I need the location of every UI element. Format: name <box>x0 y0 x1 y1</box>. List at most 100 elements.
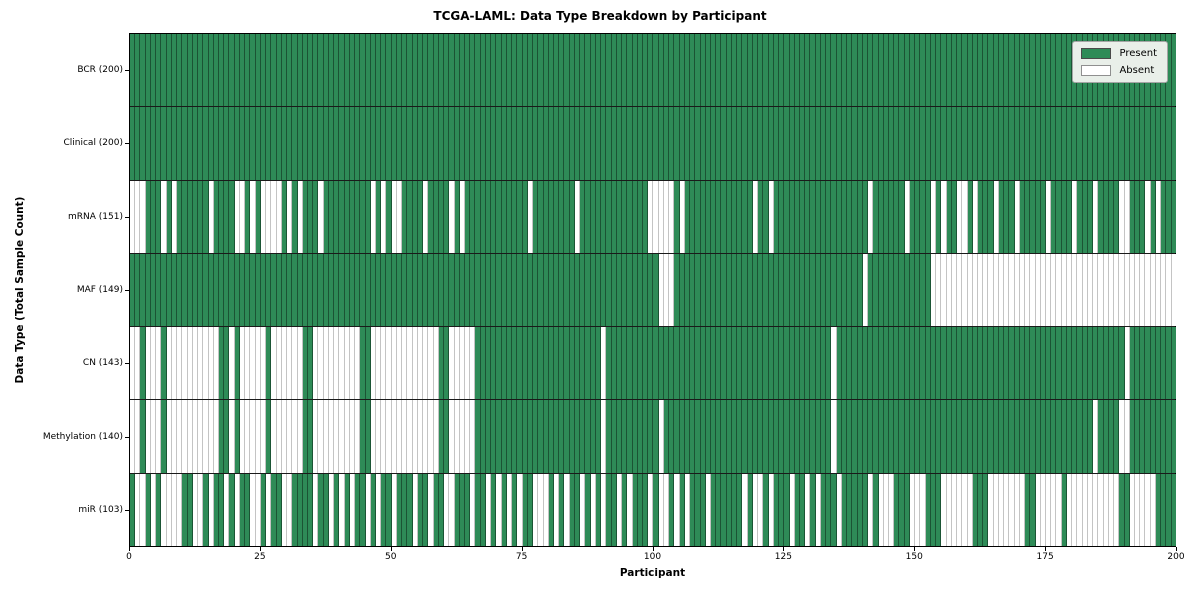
heatmap-cell <box>423 107 429 180</box>
heatmap-cell <box>454 107 460 180</box>
heatmap-cell <box>255 400 261 473</box>
heatmap-cell <box>192 253 199 327</box>
heatmap-cell <box>883 107 889 180</box>
heatmap-cell <box>1093 400 1099 473</box>
heatmap-cell <box>847 253 853 327</box>
heatmap-cell <box>983 473 989 546</box>
heatmap-cell <box>208 180 214 253</box>
heatmap-cell <box>360 253 366 327</box>
heatmap-cell <box>716 473 722 546</box>
heatmap-cell <box>287 253 293 327</box>
heatmap-cell <box>988 180 994 253</box>
heatmap-cell <box>229 107 235 180</box>
heatmap-cell <box>763 107 769 180</box>
heatmap-cell <box>1009 473 1015 546</box>
heatmap-cell <box>135 180 141 253</box>
heatmap-cell <box>355 180 361 253</box>
heatmap-cell <box>731 327 738 400</box>
heatmap-cell <box>559 473 565 546</box>
heatmap-cell <box>522 180 528 253</box>
heatmap-cell <box>1014 473 1020 546</box>
heatmap-cell <box>465 34 471 107</box>
heatmap-cell <box>1030 107 1036 180</box>
heatmap-cell <box>501 327 507 400</box>
heatmap-cell <box>622 473 628 546</box>
heatmap-cell <box>977 107 984 180</box>
heatmap-cell <box>789 253 795 327</box>
heatmap-cell <box>763 327 769 400</box>
heatmap-cell <box>1046 473 1052 546</box>
heatmap-cell <box>684 107 691 180</box>
heatmap-cell <box>171 400 178 473</box>
heatmap-cell <box>218 253 225 327</box>
heatmap-cell <box>276 180 282 253</box>
heatmap-cell <box>1093 253 1099 327</box>
heatmap-cell <box>946 473 952 546</box>
heatmap-cell <box>758 253 764 327</box>
heatmap-cell <box>951 107 958 180</box>
heatmap-cell <box>328 327 335 400</box>
heatmap-cell <box>365 180 371 253</box>
heatmap-cell <box>1061 400 1067 473</box>
heatmap-cell <box>150 253 157 327</box>
heatmap-cell <box>967 400 973 473</box>
heatmap-cell <box>622 253 628 327</box>
heatmap-cell <box>213 107 219 180</box>
heatmap-cell <box>737 400 743 473</box>
heatmap-cell <box>407 253 413 327</box>
heatmap-cell <box>711 34 717 107</box>
heatmap-cell <box>847 107 853 180</box>
heatmap-cell <box>239 180 246 253</box>
heatmap-cell <box>130 253 136 327</box>
heatmap-cell <box>1171 253 1176 327</box>
heatmap-cell <box>533 253 539 327</box>
heatmap-cell <box>936 400 942 473</box>
heatmap-cell <box>695 327 701 400</box>
heatmap-cell <box>376 400 382 473</box>
heatmap-cell <box>690 180 696 253</box>
heatmap-cell <box>1103 327 1109 400</box>
heatmap-cell <box>1014 400 1020 473</box>
heatmap-cell <box>522 327 528 400</box>
heatmap-cell <box>700 253 706 327</box>
heatmap-cell <box>365 34 371 107</box>
heatmap-cell <box>177 473 183 546</box>
heatmap-cell <box>1072 253 1078 327</box>
heatmap-cell <box>1161 400 1167 473</box>
heatmap-cell <box>318 253 324 327</box>
heatmap-cell <box>674 473 680 546</box>
heatmap-cell <box>548 107 554 180</box>
heatmap-cell <box>171 327 178 400</box>
heatmap-cell <box>234 473 240 546</box>
heatmap-cell <box>349 107 356 180</box>
heatmap-cell <box>527 327 534 400</box>
heatmap-cell <box>1098 473 1104 546</box>
heatmap-cell <box>669 327 675 400</box>
heatmap-cell <box>339 34 345 107</box>
heatmap-cell <box>868 327 874 400</box>
heatmap-cell <box>292 107 298 180</box>
heatmap-cell <box>627 473 633 546</box>
x-tick-label-25: 25 <box>254 552 266 562</box>
heatmap-cell <box>852 34 858 107</box>
heatmap-cell <box>292 400 298 473</box>
heatmap-cell <box>386 34 392 107</box>
heatmap-cell <box>355 473 361 546</box>
heatmap-cell <box>287 473 293 546</box>
heatmap-cell <box>339 180 345 253</box>
heatmap-cell <box>1077 180 1083 253</box>
heatmap-cell <box>684 473 691 546</box>
heatmap-row-miR <box>130 473 1176 546</box>
heatmap-cell <box>831 473 837 546</box>
heatmap-cell <box>564 253 570 327</box>
heatmap-cell <box>444 327 450 400</box>
heatmap-cell <box>1019 253 1026 327</box>
heatmap-cell <box>726 34 732 107</box>
heatmap-cell <box>758 34 764 107</box>
heatmap-cell <box>1135 327 1141 400</box>
heatmap-cell <box>731 253 738 327</box>
heatmap-cell <box>1166 400 1172 473</box>
heatmap-cell <box>888 473 895 546</box>
heatmap-cell <box>1129 473 1135 546</box>
heatmap-cell <box>396 107 403 180</box>
